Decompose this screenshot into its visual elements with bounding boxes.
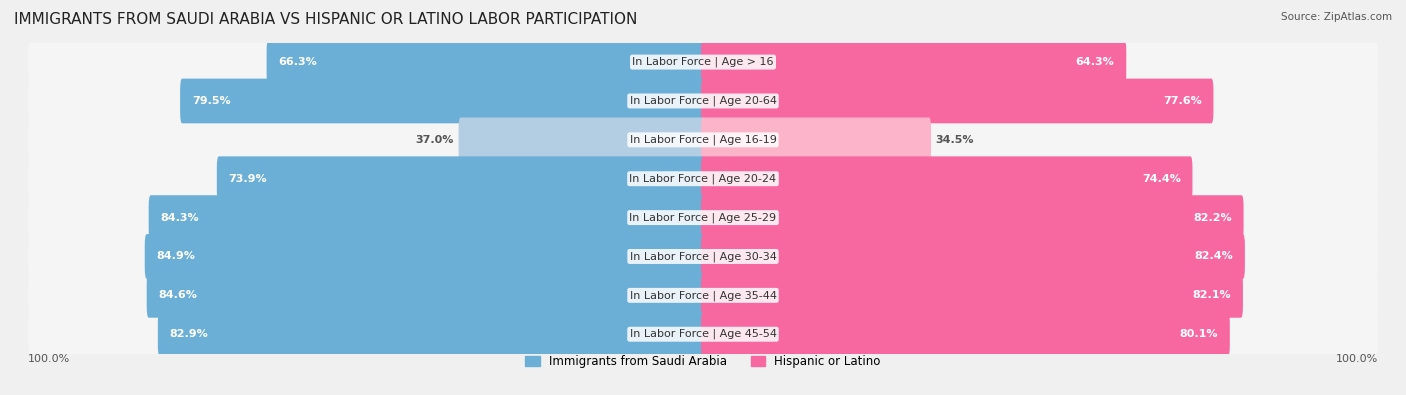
Text: 84.3%: 84.3% (160, 213, 200, 223)
FancyBboxPatch shape (458, 117, 704, 162)
Text: In Labor Force | Age > 16: In Labor Force | Age > 16 (633, 57, 773, 67)
FancyBboxPatch shape (28, 76, 1378, 126)
FancyBboxPatch shape (702, 273, 1243, 318)
Text: 84.9%: 84.9% (156, 252, 195, 261)
Text: 80.1%: 80.1% (1180, 329, 1218, 339)
FancyBboxPatch shape (180, 79, 704, 123)
Text: In Labor Force | Age 35-44: In Labor Force | Age 35-44 (630, 290, 776, 301)
FancyBboxPatch shape (145, 234, 704, 279)
FancyBboxPatch shape (149, 195, 704, 240)
FancyBboxPatch shape (146, 273, 704, 318)
Text: In Labor Force | Age 20-24: In Labor Force | Age 20-24 (630, 173, 776, 184)
FancyBboxPatch shape (28, 231, 1378, 282)
FancyBboxPatch shape (702, 40, 1126, 85)
Text: In Labor Force | Age 45-54: In Labor Force | Age 45-54 (630, 329, 776, 339)
FancyBboxPatch shape (28, 270, 1378, 320)
Text: 66.3%: 66.3% (278, 57, 318, 67)
Text: 74.4%: 74.4% (1142, 174, 1181, 184)
FancyBboxPatch shape (702, 312, 1230, 357)
Text: 73.9%: 73.9% (229, 174, 267, 184)
FancyBboxPatch shape (28, 193, 1378, 243)
Text: 77.6%: 77.6% (1163, 96, 1202, 106)
Text: IMMIGRANTS FROM SAUDI ARABIA VS HISPANIC OR LATINO LABOR PARTICIPATION: IMMIGRANTS FROM SAUDI ARABIA VS HISPANIC… (14, 12, 637, 27)
FancyBboxPatch shape (267, 40, 704, 85)
FancyBboxPatch shape (157, 312, 704, 357)
Text: 64.3%: 64.3% (1076, 57, 1115, 67)
Text: 82.1%: 82.1% (1192, 290, 1232, 300)
FancyBboxPatch shape (702, 117, 931, 162)
Text: 34.5%: 34.5% (935, 135, 974, 145)
Text: 84.6%: 84.6% (159, 290, 197, 300)
Text: 82.4%: 82.4% (1194, 252, 1233, 261)
FancyBboxPatch shape (702, 156, 1192, 201)
Text: In Labor Force | Age 25-29: In Labor Force | Age 25-29 (630, 213, 776, 223)
Text: 100.0%: 100.0% (1336, 354, 1378, 364)
Text: 82.2%: 82.2% (1194, 213, 1232, 223)
FancyBboxPatch shape (28, 154, 1378, 204)
Text: In Labor Force | Age 20-64: In Labor Force | Age 20-64 (630, 96, 776, 106)
FancyBboxPatch shape (217, 156, 704, 201)
FancyBboxPatch shape (702, 79, 1213, 123)
Text: 82.9%: 82.9% (170, 329, 208, 339)
FancyBboxPatch shape (702, 195, 1243, 240)
Text: In Labor Force | Age 16-19: In Labor Force | Age 16-19 (630, 135, 776, 145)
FancyBboxPatch shape (28, 115, 1378, 165)
Text: Source: ZipAtlas.com: Source: ZipAtlas.com (1281, 12, 1392, 22)
FancyBboxPatch shape (702, 234, 1244, 279)
Text: 37.0%: 37.0% (416, 135, 454, 145)
Text: In Labor Force | Age 30-34: In Labor Force | Age 30-34 (630, 251, 776, 262)
Text: 79.5%: 79.5% (191, 96, 231, 106)
Legend: Immigrants from Saudi Arabia, Hispanic or Latino: Immigrants from Saudi Arabia, Hispanic o… (520, 350, 886, 372)
Text: 100.0%: 100.0% (28, 354, 70, 364)
FancyBboxPatch shape (28, 37, 1378, 87)
FancyBboxPatch shape (28, 309, 1378, 359)
